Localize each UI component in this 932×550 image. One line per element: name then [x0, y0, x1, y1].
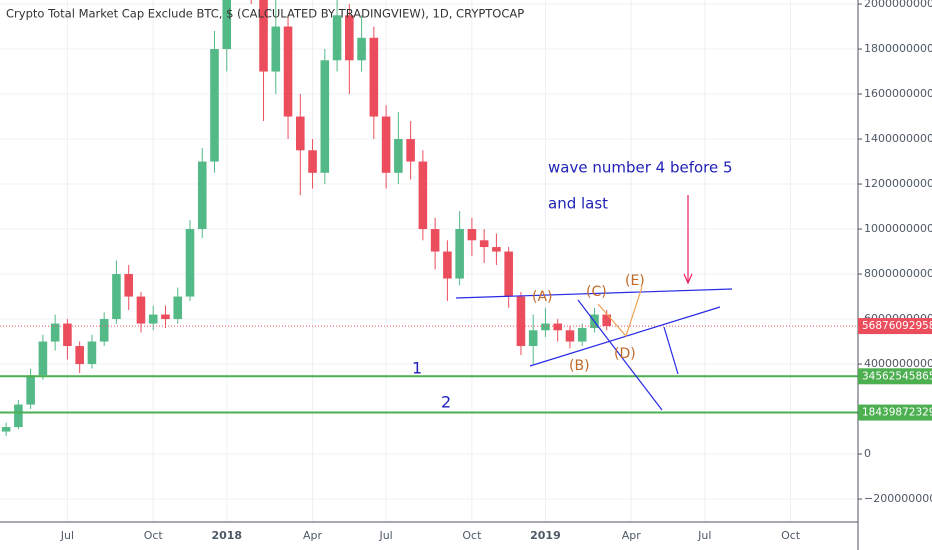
y-tick-label: −20000000000 — [864, 492, 932, 505]
candle-body — [467, 229, 477, 241]
annotation: 2 — [441, 393, 451, 412]
candle-body — [271, 26, 281, 72]
candle-body — [259, 0, 268, 72]
candle-body — [161, 314, 170, 320]
candle-body — [75, 346, 84, 365]
candle-body — [136, 296, 146, 324]
y-tick-label: 160000000000 — [864, 87, 932, 100]
y-tick-label: 120000000000 — [864, 177, 932, 190]
y-tick-label: 0 — [864, 447, 871, 460]
wave-label: (C) — [586, 284, 607, 300]
y-tick-label: 80000000000 — [864, 267, 932, 280]
candle-body — [296, 116, 305, 151]
annotation: wave number 4 before 5 — [548, 159, 733, 177]
candle-body — [602, 314, 612, 327]
arrow-head — [683, 273, 693, 285]
x-tick-label: Apr — [303, 529, 323, 542]
candle-body — [99, 319, 109, 342]
wave-label: (D) — [614, 346, 636, 362]
candle-body — [332, 15, 342, 61]
wave-label: (B) — [569, 358, 590, 374]
x-tick-label: Oct — [462, 529, 482, 542]
candle-body — [112, 274, 121, 320]
candle-body — [516, 296, 526, 347]
wave-label: (E) — [625, 273, 645, 289]
price-label: 18439872329 — [862, 407, 932, 419]
candle-body — [357, 37, 366, 61]
x-tick-label: 2019 — [530, 529, 561, 542]
y-tick-label: 180000000000 — [864, 42, 932, 55]
candle-body — [528, 330, 538, 347]
candle-body — [541, 323, 550, 331]
candle-body — [222, 0, 232, 50]
x-tick-label: Oct — [781, 529, 801, 542]
candle-body — [87, 341, 97, 365]
candle-body — [320, 60, 330, 173]
axis-labels: 2000000000001800000000001600000000001400… — [60, 0, 932, 542]
trend-line — [663, 326, 679, 375]
candle-body — [479, 240, 489, 248]
x-tick-label: Jul — [378, 529, 392, 542]
candle-body — [430, 229, 440, 252]
candle-body — [38, 341, 48, 376]
trend-line — [577, 299, 663, 411]
price-axis — [858, 0, 932, 550]
candle-body — [394, 139, 403, 173]
candle-body — [369, 37, 379, 117]
grid — [0, 0, 858, 522]
candle-body — [50, 323, 60, 342]
time-axis — [0, 522, 932, 550]
trend-line — [455, 288, 733, 299]
candle-body — [406, 139, 415, 162]
drawings — [455, 195, 733, 411]
y-tick-label: 140000000000 — [864, 132, 932, 145]
x-tick-label: Jul — [60, 529, 74, 542]
price-label-box — [858, 318, 932, 335]
candle-body — [553, 323, 562, 331]
candle-body — [63, 323, 72, 347]
y-tick-label: 100000000000 — [864, 222, 932, 235]
candle-body — [504, 251, 513, 297]
candle-body — [210, 49, 219, 162]
candle-body — [173, 296, 183, 320]
x-tick-label: 2018 — [211, 529, 242, 542]
x-tick-label: Apr — [622, 529, 642, 542]
y-tick-label: 200000000000 — [864, 0, 932, 10]
candle-body — [418, 161, 428, 230]
candle-body — [492, 247, 501, 252]
trend-line — [529, 306, 721, 367]
candle-body — [124, 274, 133, 297]
candle-body — [14, 404, 23, 428]
candle-body — [185, 229, 195, 297]
candle-body — [577, 328, 587, 342]
candle-body — [308, 150, 317, 173]
annotation: 1 — [412, 359, 422, 378]
candle-body — [443, 251, 452, 279]
candle-body — [455, 229, 464, 279]
price-label-box — [858, 368, 932, 385]
candle-body — [381, 116, 391, 173]
x-tick-label: Oct — [144, 529, 164, 542]
wave-label: (A) — [532, 289, 553, 305]
candles — [0, 0, 858, 437]
price-label: 34562545865 — [862, 370, 932, 382]
annotation: and last — [548, 195, 608, 213]
candle-body — [565, 330, 575, 342]
candle-body — [197, 161, 207, 230]
candle-body — [1, 427, 11, 432]
candle-body — [283, 26, 293, 117]
chart-title: Crypto Total Market Cap Exclude BTC, $ (… — [6, 7, 524, 21]
candle-body — [148, 314, 158, 324]
price-label: 56876092958 — [862, 320, 932, 332]
candle-body — [26, 375, 35, 405]
wave-path — [597, 286, 643, 338]
x-tick-label: Jul — [697, 529, 711, 542]
price-label-box — [858, 404, 932, 421]
candle-body — [345, 15, 354, 61]
